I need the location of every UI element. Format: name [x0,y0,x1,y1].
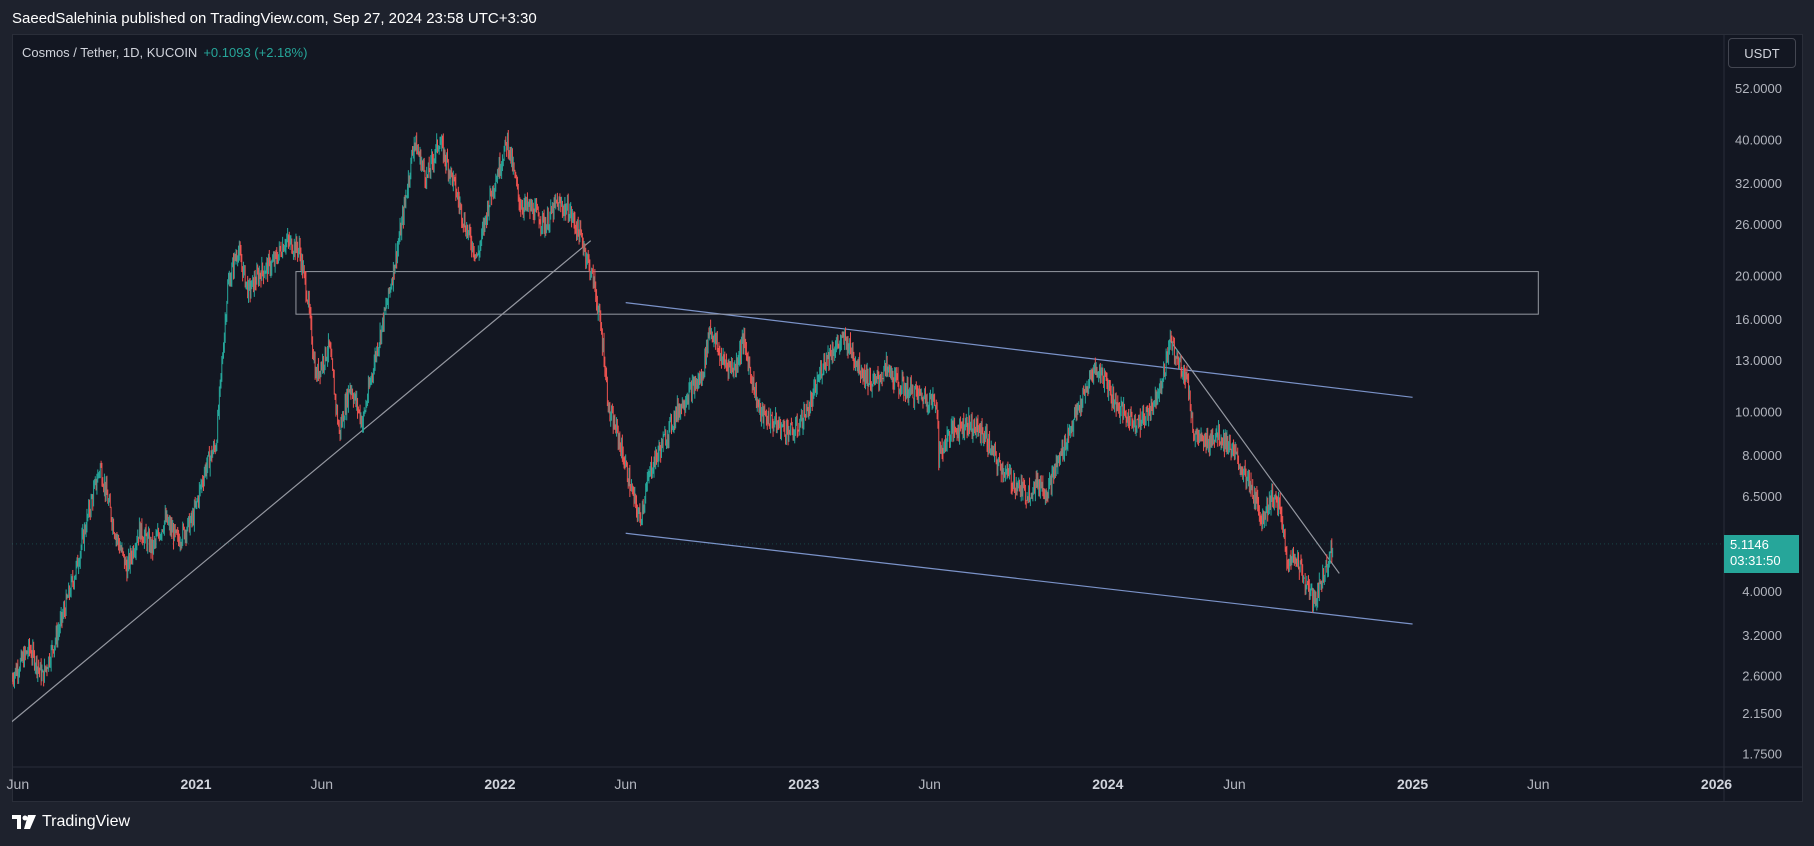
y-tick-label: 40.0000 [1735,132,1782,147]
x-tick-label: Jun [7,776,30,792]
trendline [12,240,592,723]
symbol-legend: Cosmos / Tether, 1D, KUCOIN +0.1093 (+2.1… [22,45,307,60]
channel-upper [625,302,1413,398]
x-tick-label: 2023 [788,776,819,792]
bar-countdown: 03:31:50 [1730,553,1781,568]
publication-header: SaeedSalehinia published on TradingView.… [0,0,1814,34]
x-tick-label: 2025 [1397,776,1428,792]
chart-pane[interactable] [12,34,1803,802]
x-tick-label: 2021 [180,776,211,792]
last-price-tag: 5.1146 03:31:50 [1724,535,1799,573]
y-tick-label: 3.2000 [1742,628,1782,643]
y-tick-label: 10.0000 [1735,404,1782,419]
channel-lower [625,532,1413,625]
y-tick-label: 26.0000 [1735,217,1782,232]
x-tick-label: Jun [310,776,333,792]
currency-button[interactable]: USDT [1728,38,1796,68]
y-tick-label: 8.0000 [1742,448,1782,463]
symbol-name: Cosmos / Tether, 1D, KUCOIN [22,45,198,60]
x-tick-label: 2024 [1092,776,1123,792]
brand-name: TradingView [42,813,131,830]
x-tick-label: Jun [1527,776,1550,792]
breakout-line [1168,339,1340,574]
x-tick-label: Jun [614,776,637,792]
resistance-zone [295,271,1539,315]
tradingview-brand[interactable]: TradingView [12,813,130,831]
x-tick-label: Jun [918,776,941,792]
price-change: +0.1093 (+2.18%) [203,45,308,60]
tradingview-logo-icon [12,815,36,829]
y-tick-label: 2.6000 [1742,669,1782,684]
y-tick-label: 13.0000 [1735,353,1782,368]
y-tick-label: 2.1500 [1742,706,1782,721]
y-tick-label: 1.7500 [1742,746,1782,761]
x-tick-label: Jun [1223,776,1246,792]
y-tick-label: 20.0000 [1735,268,1782,283]
y-tick-label: 32.0000 [1735,176,1782,191]
plot-area [12,129,1539,723]
x-tick-label: 2022 [484,776,515,792]
publication-info: SaeedSalehinia published on TradingView.… [12,10,537,27]
last-price: 5.1146 [1730,537,1769,552]
y-tick-label: 6.5000 [1742,489,1782,504]
y-tick-label: 4.0000 [1742,584,1782,599]
x-tick-label: 2026 [1701,776,1732,792]
y-tick-label: 16.0000 [1735,312,1782,327]
y-tick-label: 52.0000 [1735,81,1782,96]
